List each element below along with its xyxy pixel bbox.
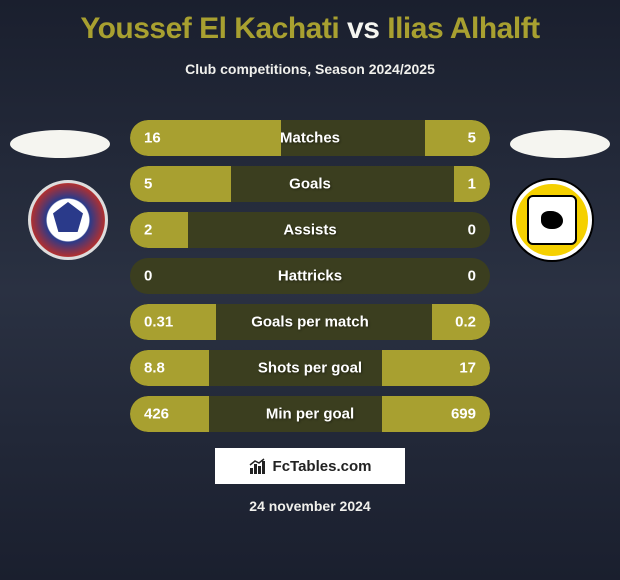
player2-club-badge: [512, 180, 592, 260]
stat-value-right: 17: [459, 360, 476, 377]
stat-label: Hattricks: [278, 268, 342, 285]
stat-row: 5 Goals 1: [130, 166, 490, 202]
stat-bar-left: [130, 396, 209, 432]
stat-row: 0 Hattricks 0: [130, 258, 490, 294]
vs-text: vs: [347, 12, 379, 45]
player2-name: Ilias Alhalft: [387, 12, 539, 45]
stat-label: Min per goal: [266, 406, 354, 423]
stat-value-right: 0: [468, 268, 476, 285]
stat-row: 2 Assists 0: [130, 212, 490, 248]
stat-value-left: 5: [144, 176, 152, 193]
stat-row: 426 Min per goal 699: [130, 396, 490, 432]
stat-row: 8.8 Shots per goal 17: [130, 350, 490, 386]
stat-row: 16 Matches 5: [130, 120, 490, 156]
stat-value-left: 2: [144, 222, 152, 239]
stat-bar-left: [130, 212, 188, 248]
stat-label: Matches: [280, 130, 340, 147]
stat-bar-left: [130, 350, 209, 386]
footer-logo: FcTables.com: [215, 448, 405, 484]
comparison-title: Youssef El Kachati vs Ilias Alhalft: [0, 0, 620, 46]
stat-rows: 16 Matches 5 5 Goals 1 2 Assists 0 0 Hat…: [130, 120, 490, 442]
stat-value-left: 0.31: [144, 314, 173, 331]
stat-bar-right: [425, 120, 490, 156]
stat-value-left: 8.8: [144, 360, 165, 377]
player1-name: Youssef El Kachati: [80, 12, 339, 45]
right-ellipse-decoration: [510, 130, 610, 158]
subtitle: Club competitions, Season 2024/2025: [0, 61, 620, 77]
player1-club-badge: [28, 180, 108, 260]
stat-label: Goals: [289, 176, 331, 193]
stat-value-left: 16: [144, 130, 161, 147]
stat-value-right: 1: [468, 176, 476, 193]
stat-label: Goals per match: [251, 314, 369, 331]
stat-label: Shots per goal: [258, 360, 362, 377]
stat-value-right: 5: [468, 130, 476, 147]
stat-value-right: 699: [451, 406, 476, 423]
stat-label: Assists: [283, 222, 336, 239]
stat-value-right: 0.2: [455, 314, 476, 331]
stat-value-right: 0: [468, 222, 476, 239]
footer-logo-text: FcTables.com: [273, 458, 372, 475]
stat-value-left: 0: [144, 268, 152, 285]
footer-date: 24 november 2024: [249, 498, 370, 514]
stat-value-left: 426: [144, 406, 169, 423]
chart-icon: [249, 458, 267, 474]
left-ellipse-decoration: [10, 130, 110, 158]
stat-row: 0.31 Goals per match 0.2: [130, 304, 490, 340]
